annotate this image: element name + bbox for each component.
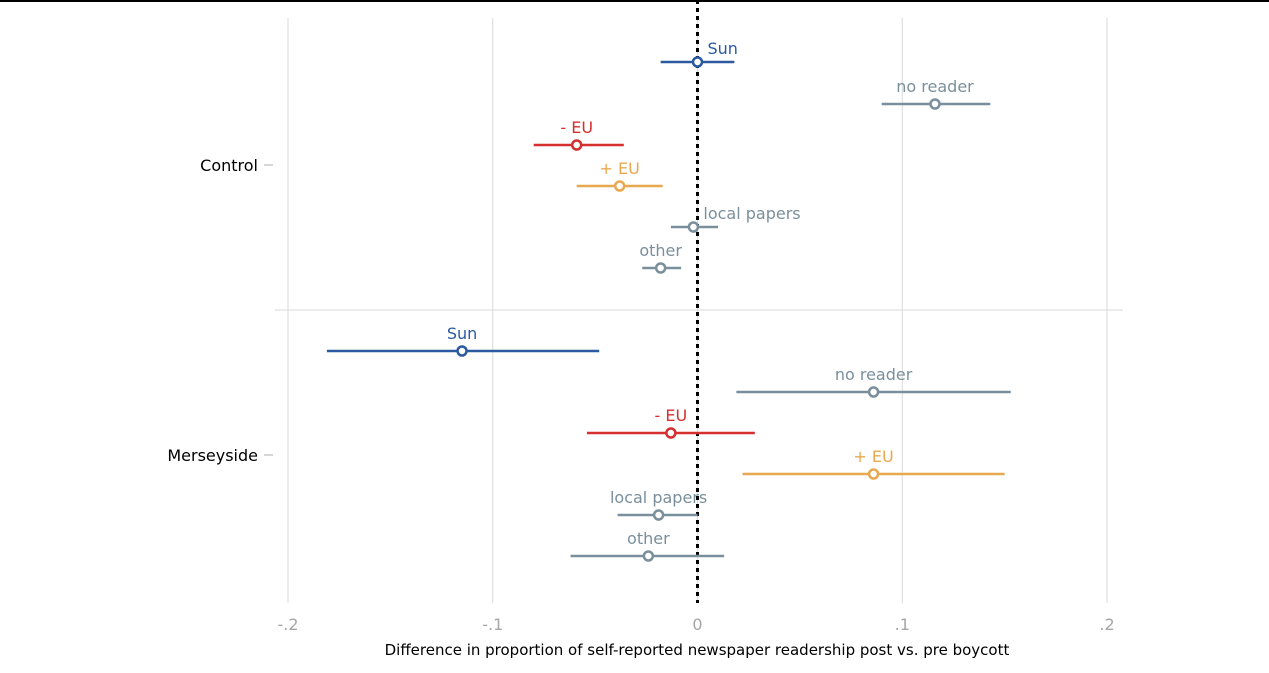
point-label: + EU: [600, 159, 640, 178]
x-tick-label: -.1: [482, 615, 503, 634]
point-estimate: [570, 139, 583, 151]
point-label: no reader: [835, 365, 913, 384]
x-tick-label: .2: [1099, 615, 1114, 634]
x-axis: -.2 -.1 0 .1 .2: [277, 615, 1114, 634]
point-estimate: [867, 386, 880, 398]
point-label: - EU: [560, 118, 593, 137]
point-label: other: [639, 241, 682, 260]
point-label: - EU: [655, 406, 688, 425]
point-estimate: [687, 221, 700, 233]
point-label: local papers: [610, 488, 707, 507]
point-label: Sun: [708, 39, 738, 58]
point-estimate: [613, 180, 626, 192]
point-label: no reader: [896, 77, 974, 96]
x-axis-title: Difference in proportion of self-reporte…: [385, 641, 1010, 659]
point-estimate: [691, 56, 704, 68]
point-label: Sun: [447, 324, 477, 343]
x-tick-label: 0: [692, 615, 702, 634]
point-estimate: [929, 98, 941, 110]
point-estimate: [665, 427, 677, 439]
point-label: other: [627, 529, 670, 548]
x-tick-label: .1: [895, 615, 910, 634]
point-label: + EU: [853, 447, 893, 466]
point-estimate: [654, 262, 667, 274]
point-estimate: [652, 509, 665, 521]
marks-layer: Sun no reader - EU + EU local papers other Sun…: [326, 39, 1011, 562]
y-axis-groups: Control Merseyside: [167, 156, 273, 465]
point-estimate: [642, 550, 655, 562]
point-estimate: [867, 468, 880, 480]
group-label: Control: [200, 156, 258, 175]
x-tick-label: -.2: [277, 615, 298, 634]
group-label: Merseyside: [167, 446, 258, 465]
point-label: local papers: [703, 204, 800, 223]
point-estimate: [456, 345, 468, 357]
